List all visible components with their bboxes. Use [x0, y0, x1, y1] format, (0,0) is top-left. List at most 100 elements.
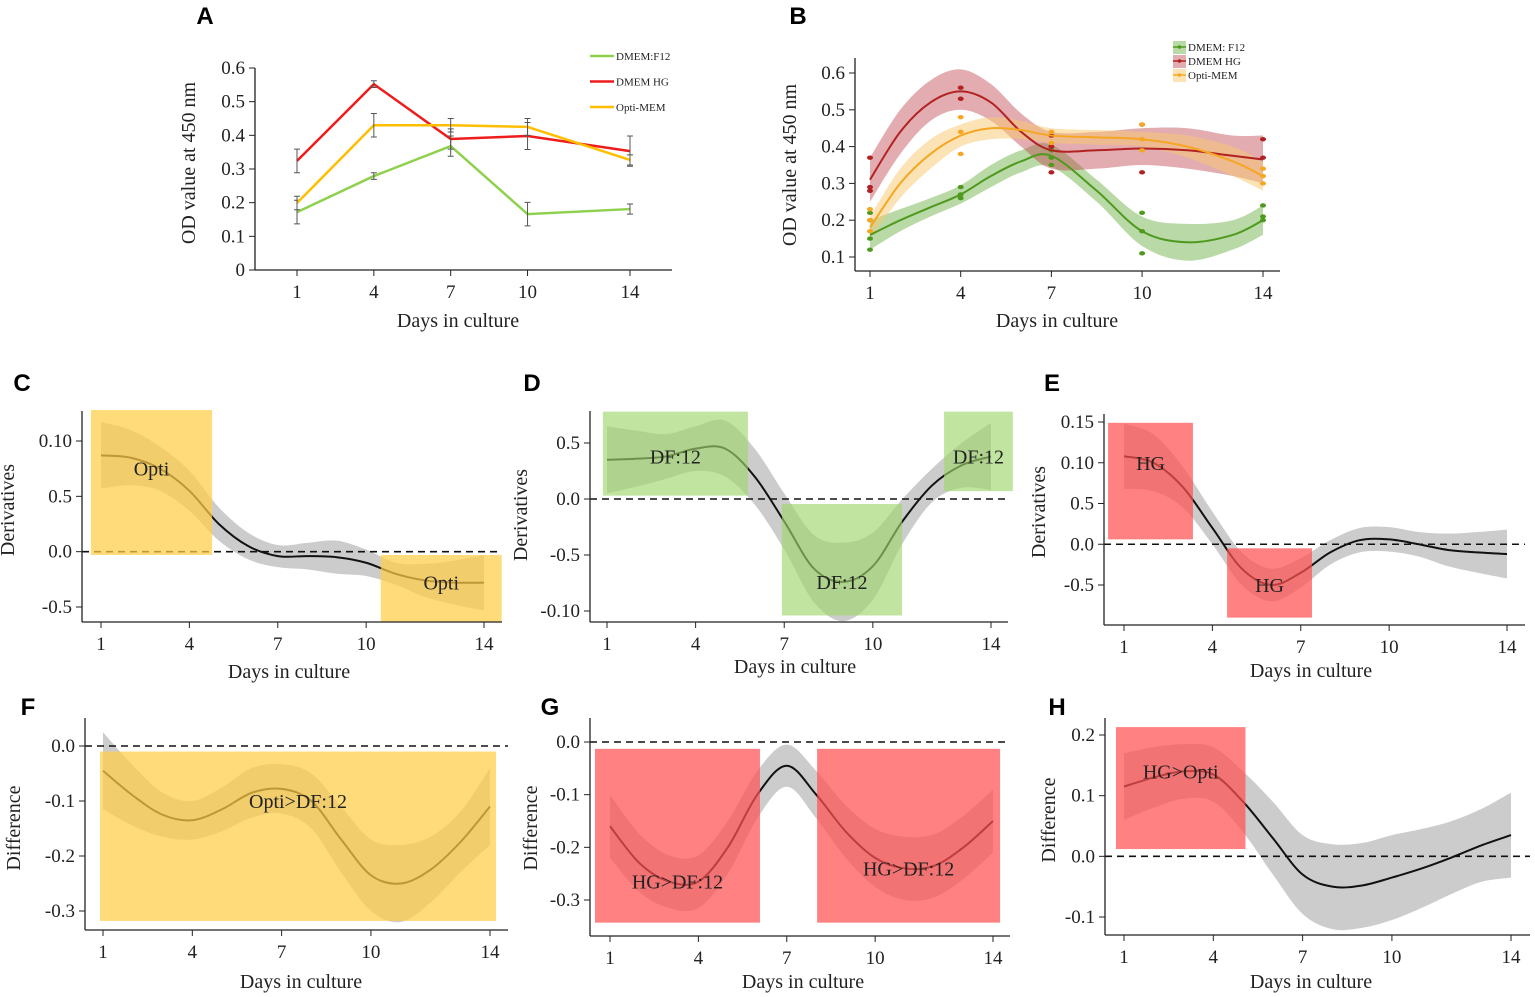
- x-tick-label: 1: [605, 948, 615, 969]
- y-tick-label: 0: [236, 260, 246, 281]
- data-point: [1048, 144, 1055, 149]
- legend-point: [1177, 45, 1182, 49]
- x-tick-label: 14: [982, 634, 1002, 655]
- data-point: [957, 114, 964, 120]
- data-point: [957, 151, 964, 157]
- series-line: [296, 144, 631, 216]
- panel-label: G: [541, 694, 560, 721]
- y-tick-label: 0.10: [1061, 453, 1094, 474]
- y-axis-title: OD value at 450 nm: [178, 81, 200, 244]
- x-tick-label: 1: [602, 634, 612, 655]
- highlight-region: [100, 751, 496, 921]
- data-point: [1260, 173, 1266, 179]
- y-axis-title: Derivatives: [1028, 466, 1050, 558]
- data-point: [1139, 122, 1146, 127]
- highlight-region: [90, 410, 213, 555]
- data-point: [867, 188, 873, 193]
- highlight-region: [1115, 727, 1246, 850]
- error-bar: [627, 203, 633, 215]
- data-point: [957, 129, 964, 135]
- data-point: [1260, 155, 1266, 160]
- x-tick-label: 4: [691, 634, 701, 655]
- highlight-label: Opti>DF:12: [249, 791, 347, 813]
- y-tick-label: 0.1: [221, 226, 245, 247]
- x-tick-label: 10: [1133, 283, 1152, 304]
- highlight-region: [817, 748, 1001, 923]
- x-axis-title: Days in culture: [1250, 660, 1372, 682]
- series-line: [296, 82, 631, 162]
- x-tick-label: 7: [1298, 947, 1308, 968]
- confidence-band: [870, 143, 1263, 261]
- y-tick-label: -0.3: [45, 901, 75, 922]
- y-axis-title: Derivatives: [0, 464, 19, 556]
- panel-label: H: [1048, 694, 1065, 721]
- x-axis-title: Days in culture: [734, 656, 856, 678]
- x-tick-label: 10: [518, 282, 537, 303]
- y-tick-label: 0.0: [556, 732, 580, 753]
- y-tick-label: -0.1: [550, 785, 580, 806]
- data-point: [1139, 210, 1146, 216]
- y-tick-label: -0.2: [550, 837, 580, 858]
- x-tick-label: 1: [98, 942, 108, 963]
- data-point: [867, 206, 873, 212]
- data-point: [1139, 251, 1146, 256]
- highlight-label: HG>DF:12: [863, 858, 954, 880]
- y-tick-label: 0.3: [821, 173, 845, 194]
- legend-label: DMEM:F12: [616, 51, 670, 63]
- x-tick-label: 14: [1254, 283, 1274, 304]
- highlight-label: DF:12: [953, 446, 1004, 468]
- y-tick-label: 0.6: [821, 63, 845, 84]
- x-tick-label: 10: [1382, 947, 1401, 968]
- x-tick-label: 4: [1209, 947, 1219, 968]
- y-axis-title: OD value at 450 nm: [779, 83, 801, 246]
- x-tick-label: 7: [273, 634, 283, 655]
- y-tick-label: -0.5: [550, 545, 580, 566]
- legend-label: DMEM HG: [1188, 56, 1241, 68]
- panel-label: B: [789, 3, 806, 30]
- y-tick-label: -0.1: [1065, 907, 1095, 928]
- series-line: [296, 123, 631, 204]
- data-point: [1139, 148, 1146, 153]
- x-tick-label: 1: [96, 634, 106, 655]
- data-point: [1048, 162, 1055, 168]
- legend-label: Opti-MEM: [1188, 70, 1238, 82]
- data-point: [957, 96, 964, 101]
- error-bar: [447, 118, 454, 133]
- x-tick-label: 14: [481, 942, 501, 963]
- y-axis-title: Difference: [520, 785, 542, 870]
- x-tick-label: 4: [956, 283, 966, 304]
- x-tick-label: 4: [185, 634, 195, 655]
- y-tick-label: 0.10: [39, 431, 72, 452]
- x-tick-label: 10: [863, 634, 882, 655]
- legend-label: DMEM HG: [616, 77, 669, 89]
- x-tick-label: 7: [1296, 637, 1306, 658]
- y-tick-label: -0.2: [45, 846, 75, 867]
- x-tick-label: 7: [277, 942, 287, 963]
- highlight-region: [602, 411, 748, 496]
- x-axis-title: Days in culture: [742, 971, 864, 993]
- x-tick-label: 1: [1119, 637, 1129, 658]
- y-tick-label: 0.0: [1071, 846, 1095, 867]
- y-tick-label: -0.1: [45, 791, 75, 812]
- series-line: [869, 153, 1264, 244]
- x-tick-label: 7: [446, 282, 456, 303]
- legend-label: DMEM: F12: [1188, 42, 1245, 54]
- confidence-band: [870, 117, 1263, 239]
- data-point: [1260, 181, 1266, 186]
- y-tick-label: 0.2: [1071, 725, 1095, 746]
- y-tick-label: 0.1: [821, 247, 845, 268]
- data-point: [867, 247, 873, 252]
- x-tick-label: 4: [694, 948, 704, 969]
- x-axis-title: Days in culture: [397, 310, 519, 332]
- highlight-region: [594, 748, 760, 923]
- x-tick-label: 14: [1498, 637, 1518, 658]
- y-tick-label: 0.5: [556, 433, 580, 454]
- y-tick-label: 0.5: [221, 92, 245, 113]
- y-tick-label: 0.5: [821, 100, 845, 121]
- data-point: [867, 155, 873, 160]
